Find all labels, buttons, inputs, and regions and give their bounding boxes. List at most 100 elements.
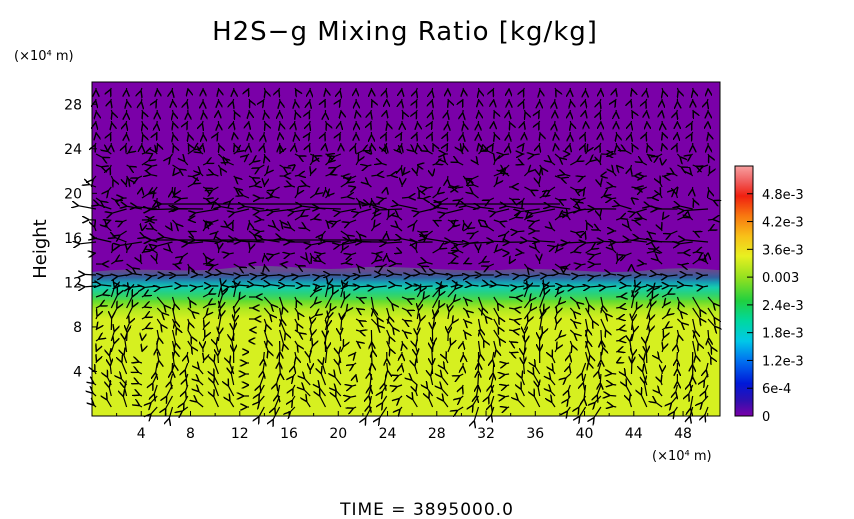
vector-arrow	[616, 329, 620, 330]
vector-arrow	[84, 274, 97, 275]
vector-arrow	[141, 317, 146, 320]
vector-arrow	[217, 285, 221, 298]
vector-arrow	[462, 318, 465, 322]
vector-arrow	[123, 395, 128, 408]
vector-arrow	[358, 208, 372, 213]
vector-arrow	[603, 241, 617, 242]
vector-arrow	[569, 340, 572, 346]
vector-arrow	[217, 164, 221, 169]
vector-arrow	[165, 395, 174, 409]
vector-arrow	[309, 161, 313, 166]
vector-arrow	[401, 174, 404, 177]
vector-arrow	[586, 329, 588, 342]
vector-arrow	[187, 351, 188, 356]
vector-arrow	[413, 151, 418, 155]
vector-arrow	[310, 334, 312, 342]
vector-arrow	[707, 98, 708, 103]
vector-arrow	[552, 356, 556, 364]
vector-arrow	[426, 230, 433, 236]
x-axis: 4 8 12 16 20 24 28 32 36 40 44 48	[116, 411, 709, 442]
vector-arrow	[521, 377, 525, 386]
vector-arrow	[106, 226, 112, 232]
vector-arrow	[523, 218, 526, 221]
vector-arrow	[493, 87, 495, 90]
vector-arrow	[138, 383, 143, 386]
vector-arrow	[493, 173, 502, 177]
vector-arrow	[432, 193, 439, 199]
vector-arrow	[127, 331, 128, 342]
vector-arrow	[463, 263, 465, 265]
vector-arrow	[198, 368, 204, 375]
x-tick-label: 28	[428, 426, 446, 442]
vector-arrow	[121, 361, 128, 375]
vector-arrow	[275, 227, 280, 232]
vector-arrow	[370, 362, 372, 374]
vector-arrow	[156, 307, 162, 314]
vector-arrow	[229, 400, 235, 408]
vector-arrow	[397, 227, 403, 232]
vector-arrow	[359, 275, 372, 276]
vector-arrow	[263, 98, 265, 101]
vector-arrow	[292, 373, 296, 377]
vector-arrow	[386, 175, 392, 176]
vector-arrow	[585, 296, 590, 306]
vector-arrow	[202, 326, 205, 331]
vector-arrow	[212, 263, 219, 266]
vector-arrow	[110, 87, 112, 90]
vector-arrow	[415, 248, 418, 254]
vector-arrow	[202, 186, 206, 189]
vector-arrow	[569, 329, 575, 334]
vector-arrow	[370, 226, 374, 232]
vector-arrow	[319, 395, 327, 408]
vector-arrow	[550, 161, 556, 166]
vector-arrow	[600, 98, 601, 103]
colorbar-tick-label: 2.4e-3	[762, 299, 804, 314]
vector-arrow	[340, 298, 345, 309]
vector-arrow	[367, 183, 372, 188]
colorbar-tick-label: 4.8e-3	[762, 188, 804, 203]
vector-arrow	[517, 399, 525, 408]
x-tick-label: 36	[526, 426, 544, 442]
vector-arrow	[187, 296, 191, 302]
vector-arrow	[340, 99, 342, 101]
vector-arrow	[644, 382, 647, 397]
x-tick-label: 32	[477, 426, 495, 442]
vector-arrow	[338, 364, 342, 375]
y-tick-label: 20	[64, 186, 82, 202]
vector-arrow	[273, 252, 280, 255]
vector-arrow	[294, 216, 302, 221]
vector-arrow	[570, 230, 577, 233]
vector-arrow	[382, 395, 388, 404]
vector-arrow	[692, 230, 696, 232]
vector-arrow	[425, 262, 433, 264]
vector-arrow	[448, 311, 449, 320]
vector-arrow	[690, 153, 694, 156]
vector-arrow	[535, 248, 541, 254]
vector-arrow	[149, 209, 173, 210]
vector-arrow	[570, 98, 571, 102]
vector-arrow	[615, 260, 618, 265]
vector-arrow	[96, 361, 97, 364]
vector-arrow	[233, 175, 236, 178]
vector-arrow	[290, 227, 296, 232]
vector-arrow	[229, 197, 235, 202]
vector-arrow	[597, 384, 602, 396]
vector-arrow	[660, 194, 663, 199]
vector-arrow	[428, 397, 434, 408]
vector-arrow	[213, 174, 219, 177]
vector-arrow	[707, 340, 712, 348]
vector-arrow	[151, 165, 158, 166]
vector-arrow	[655, 249, 663, 254]
vector-arrow	[181, 406, 189, 412]
vector-arrow	[662, 87, 663, 92]
vector-arrow	[458, 250, 464, 254]
vector-arrow	[416, 186, 419, 191]
vector-arrow	[495, 285, 510, 286]
vector-arrow	[294, 193, 298, 199]
vector-arrow	[157, 329, 159, 339]
vector-arrow	[401, 318, 406, 321]
vector-arrow	[325, 195, 329, 199]
vector-arrow	[279, 152, 281, 154]
vector-arrow	[182, 252, 189, 257]
vector-arrow	[279, 329, 284, 345]
